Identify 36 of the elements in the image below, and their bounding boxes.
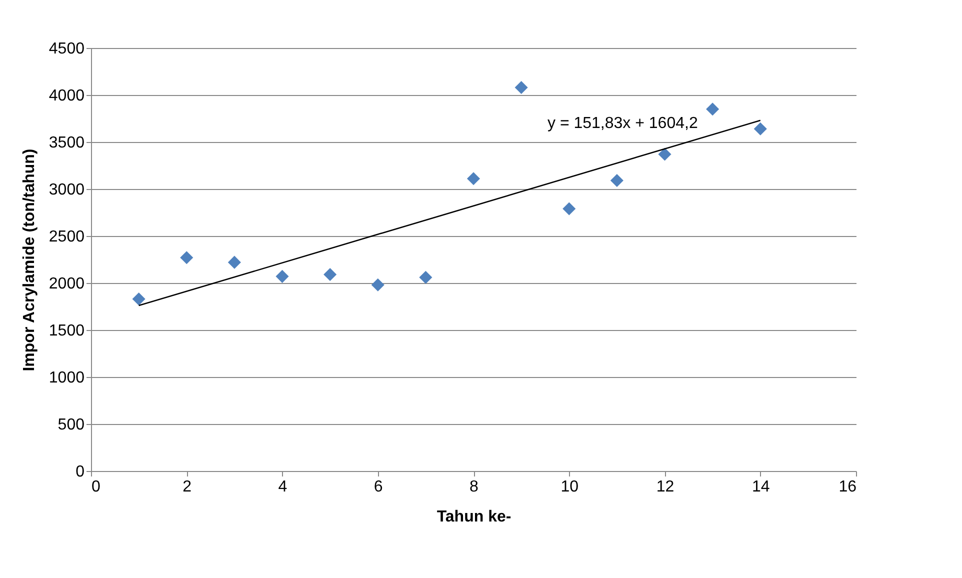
y-tick-label: 3000 — [48, 182, 85, 198]
point — [419, 270, 432, 284]
x-tick-label: 10 — [560, 478, 579, 496]
x-tick-label: 6 — [374, 478, 383, 496]
y-tick-label: 2500 — [48, 228, 85, 246]
y-tick-label: 3500 — [48, 134, 85, 152]
point — [610, 174, 624, 188]
x-tick-label: 12 — [656, 478, 674, 496]
point — [754, 122, 767, 136]
point — [180, 251, 194, 264]
point — [324, 268, 337, 282]
point — [132, 292, 146, 306]
y-axis-title: Impor Acrylamide (ton/tahun) — [20, 148, 38, 372]
y-tick-label: 0 — [76, 464, 85, 480]
y-tick-label: 1500 — [48, 322, 85, 340]
x-tick-label: 4 — [278, 478, 288, 496]
point — [371, 278, 384, 292]
x-tick-label: 16 — [838, 478, 857, 496]
point — [658, 148, 672, 161]
point — [562, 202, 576, 216]
point — [466, 172, 480, 186]
y-tick-label: 500 — [58, 416, 85, 434]
x-tick-label: 2 — [182, 478, 192, 496]
x-axis-title: Tahun ke- — [436, 508, 512, 526]
point — [706, 102, 720, 116]
annotation: y = 151,83x + 1604,2 — [548, 115, 698, 132]
point — [514, 80, 528, 94]
point — [228, 256, 241, 269]
point — [276, 270, 289, 283]
x-tick-label: 14 — [752, 478, 770, 496]
y-tick-label: 2000 — [48, 276, 85, 292]
y-tick-label: 4500 — [48, 40, 85, 58]
y-tick-label: 1000 — [48, 370, 85, 386]
y-tick-label: 4000 — [48, 88, 85, 104]
x-tick-label: 8 — [470, 478, 479, 496]
x-tick-label: 0 — [92, 478, 100, 496]
